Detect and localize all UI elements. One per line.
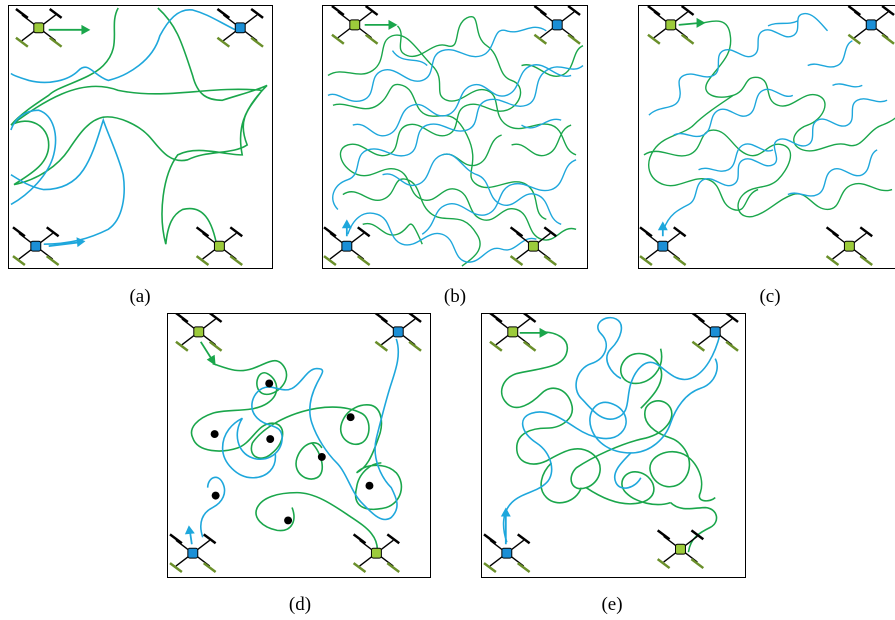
panel-d-trajectories [168, 314, 423, 574]
heading-arrow-icon [539, 327, 549, 338]
caption-e: (e) [601, 594, 623, 615]
green-trajectory [10, 7, 268, 250]
panel-d [167, 313, 431, 578]
drone-icon [216, 7, 265, 48]
heading-arrow-icon [500, 507, 511, 517]
drone-icon [847, 6, 895, 45]
panel-b [322, 5, 588, 269]
drone-icon [174, 314, 223, 352]
drone-icon [168, 533, 217, 574]
caption-c: (c) [759, 286, 781, 307]
drone-icon [533, 6, 582, 45]
caption-a: (a) [129, 286, 151, 307]
panel-a-trajectories [10, 7, 268, 267]
target-dot-icon [210, 430, 219, 439]
panel-c-trajectories [639, 6, 895, 267]
target-dot-icon [266, 435, 275, 444]
panel-e [481, 313, 746, 578]
panel-a [8, 5, 273, 269]
blue-trajectory [327, 26, 584, 263]
panel-e-trajectories [482, 314, 740, 574]
heading-arrow-icon [696, 17, 706, 28]
target-dot-icon [346, 413, 355, 422]
target-dot-icon [265, 379, 274, 388]
heading-arrow-icon [76, 237, 86, 248]
blue-trajectory [200, 338, 400, 538]
blue-trajectory [10, 9, 238, 245]
heading-arrow-icon [206, 354, 216, 366]
blue-trajectory [648, 12, 888, 230]
heading-arrow-icon [388, 19, 398, 30]
target-dot-icon [365, 481, 374, 490]
target-dot-icon [317, 452, 326, 461]
drone-icon [691, 314, 740, 352]
target-dot-icon [284, 516, 293, 525]
heading-arrow-icon [341, 219, 352, 229]
green-trajectory [643, 20, 895, 218]
caption-b: (b) [443, 286, 467, 307]
heading-arrow-icon [48, 241, 81, 248]
target-dot-icon [211, 491, 220, 500]
blue-trajectory [502, 316, 721, 543]
drone-icon [14, 7, 63, 48]
heading-arrow-icon [657, 221, 668, 231]
drone-icon [195, 226, 244, 267]
caption-d: (d) [288, 594, 312, 615]
heading-arrow-icon [184, 525, 195, 535]
drone-icon [825, 226, 874, 267]
panel-c [638, 5, 895, 269]
drone-icon [352, 533, 401, 574]
heading-arrow-icon [81, 24, 91, 35]
green-trajectory [190, 359, 403, 558]
panel-b-trajectories [323, 6, 584, 267]
